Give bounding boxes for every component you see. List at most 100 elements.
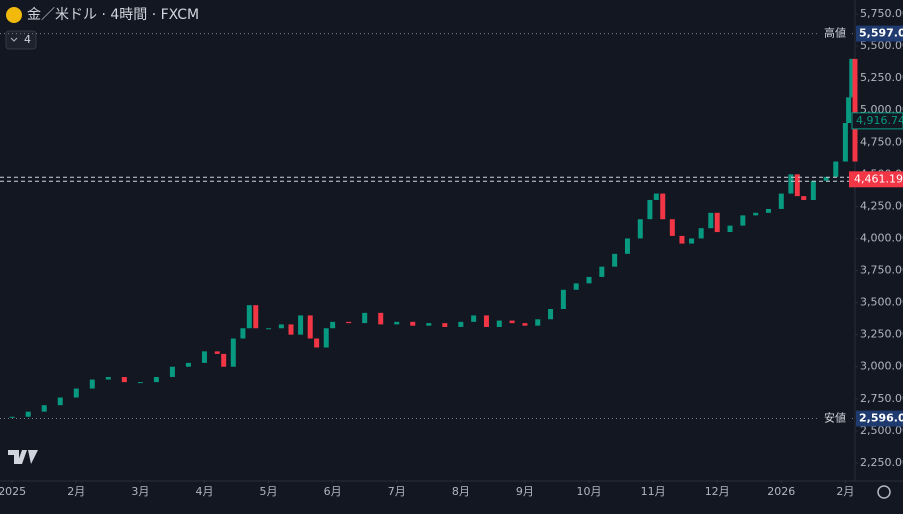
candle: [121, 376, 127, 383]
candle: [689, 238, 695, 244]
chart-title: 金／米ドル · 4時間 · FXCM: [27, 7, 199, 23]
candle: [823, 176, 829, 181]
candle: [778, 193, 784, 209]
candle: [73, 388, 79, 398]
price-label-bg: [849, 171, 903, 188]
candle: [240, 328, 246, 339]
candle: [624, 238, 630, 254]
candle: [483, 315, 489, 327]
chevron-icon: [10, 37, 18, 42]
candle: [833, 161, 839, 177]
candle: [560, 289, 566, 310]
candle: [169, 366, 175, 377]
y-tick-label: 2,250.00: [860, 456, 903, 469]
candle: [25, 411, 31, 417]
candle: [765, 208, 771, 213]
candle: [647, 199, 653, 220]
candle: [89, 379, 95, 389]
extreme-label-bg: [856, 25, 903, 42]
extreme-tag-bg: [818, 410, 852, 427]
candle: [307, 315, 313, 339]
candle: [471, 315, 477, 322]
extreme-label-bg: [856, 410, 903, 427]
candle: [105, 376, 111, 380]
candle: [458, 321, 464, 327]
candle: [330, 321, 336, 329]
extreme-label: 5,597.04: [859, 27, 903, 40]
extreme-label: 2,596.02: [859, 412, 903, 425]
candle: [794, 174, 800, 197]
candle: [573, 283, 579, 290]
candle: [230, 338, 236, 367]
x-tick-label: 11月: [641, 485, 666, 498]
candle: [410, 321, 416, 326]
candle: [849, 58, 855, 98]
candle: [637, 219, 643, 239]
candle: [185, 362, 191, 367]
x-tick-label: 12月: [705, 485, 730, 498]
candle: [288, 324, 294, 335]
indicator-toggle[interactable]: [5, 30, 37, 50]
candle: [41, 405, 47, 412]
y-tick-label: 3,000.00: [860, 360, 903, 373]
candle: [137, 382, 143, 384]
candle: [314, 338, 320, 348]
candle: [426, 323, 432, 326]
x-tick-label: 9月: [516, 485, 534, 498]
candle: [509, 320, 515, 324]
candle: [660, 193, 666, 220]
candle: [278, 324, 284, 329]
y-tick-label: 4,750.00: [860, 135, 903, 148]
settings-button[interactable]: [877, 485, 891, 499]
y-tick-label: 3,750.00: [860, 264, 903, 277]
x-tick-label: 2025: [0, 485, 26, 498]
y-tick-label: 5,500.00: [860, 39, 903, 52]
x-tick-label: 7月: [388, 485, 406, 498]
candle: [612, 253, 618, 267]
candle: [323, 328, 329, 348]
candle: [522, 323, 528, 326]
candle: [586, 276, 592, 284]
candle: [852, 58, 858, 162]
candle: [266, 328, 272, 330]
candle: [362, 312, 368, 324]
extreme-tag: 安値: [824, 411, 846, 425]
price-label-bg: [851, 112, 903, 130]
candle: [753, 212, 759, 216]
x-tick-label: 3月: [131, 485, 149, 498]
candle: [442, 323, 448, 327]
candle: [842, 123, 848, 162]
candle: [201, 351, 207, 363]
candle: [679, 235, 685, 244]
candle: [599, 266, 605, 277]
candle: [496, 320, 502, 327]
y-tick-label: 2,750.00: [860, 392, 903, 405]
price-label: 4,916.74: [856, 114, 903, 127]
candle: [153, 376, 159, 383]
y-tick-label: 5,250.00: [860, 71, 903, 84]
candle: [727, 225, 733, 233]
y-tick-label: 4,250.00: [860, 199, 903, 212]
tv-logo: [8, 450, 38, 464]
candle: [246, 305, 252, 329]
candle: [801, 196, 807, 200]
y-tick-label: 3,500.00: [860, 296, 903, 309]
candle: [378, 312, 384, 325]
candle: [57, 397, 63, 406]
indicator-count: 4: [24, 33, 31, 46]
candle: [846, 97, 852, 124]
candle: [535, 319, 541, 326]
y-tick-label: 4,000.00: [860, 231, 903, 244]
candle: [346, 321, 352, 324]
x-tick-label: 2月: [836, 485, 854, 498]
candle: [253, 305, 259, 329]
x-tick-label: 8月: [452, 485, 470, 498]
candle: [669, 219, 675, 236]
symbol-logo: [6, 7, 22, 23]
candle: [221, 353, 227, 367]
price-label: 4,461.19: [854, 172, 903, 185]
y-tick-label: 5,750.00: [860, 7, 903, 20]
